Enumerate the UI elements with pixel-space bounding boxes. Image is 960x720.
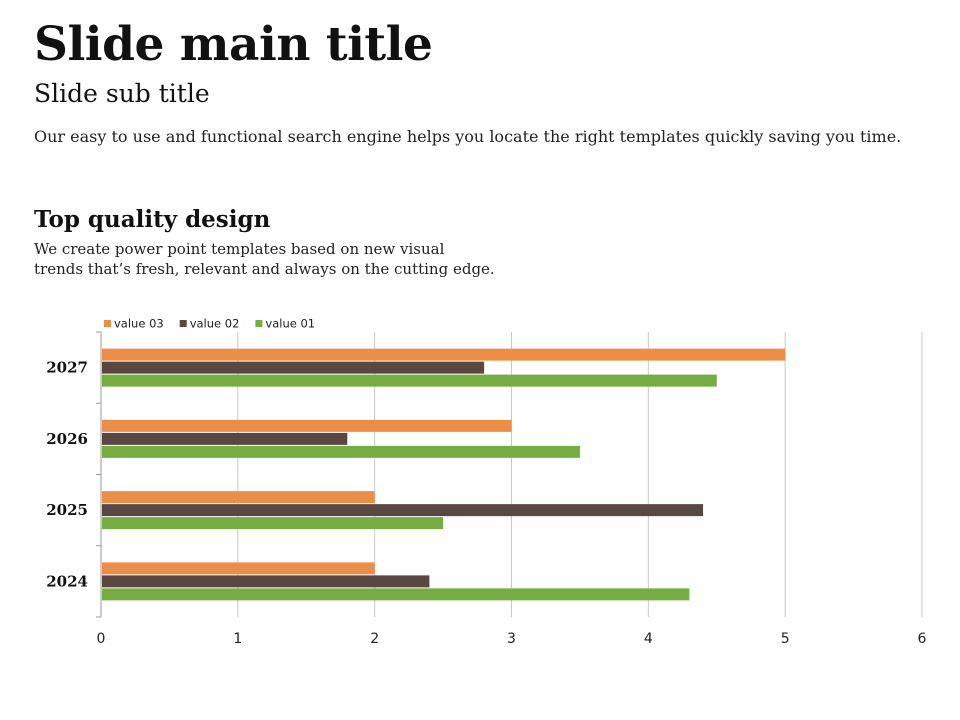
legend-label: value 03 — [114, 317, 164, 331]
section-body: We create power point templates based on… — [34, 239, 504, 279]
x-tick-label: 5 — [781, 631, 790, 647]
section-body-line: trends that’s fresh, relevant and always… — [34, 260, 495, 278]
category-label: 2025 — [46, 501, 88, 519]
legend-label: value 01 — [265, 317, 315, 331]
slide-sub-title: Slide sub title — [34, 79, 210, 108]
bar-value-01-2024 — [102, 588, 690, 601]
x-tick-label: 1 — [233, 631, 242, 647]
bar-value-01-2027 — [102, 374, 717, 387]
x-tick-label: 3 — [507, 631, 516, 647]
bar-value-02-2024 — [102, 575, 430, 588]
bar-value-03-2024 — [102, 562, 375, 575]
bar-value-02-2025 — [102, 504, 704, 517]
x-tick-label: 4 — [644, 631, 653, 647]
section-heading: Top quality design — [34, 206, 271, 233]
category-label: 2027 — [46, 359, 88, 377]
intro-text: Our easy to use and functional search en… — [34, 127, 902, 146]
legend-swatch — [179, 320, 187, 327]
category-label: 2024 — [46, 572, 88, 590]
bar-value-02-2026 — [102, 432, 348, 445]
bar-value-03-2025 — [102, 491, 375, 504]
bar-value-01-2026 — [102, 445, 580, 458]
slide-main-title: Slide main title — [34, 17, 433, 72]
bar-value-03-2026 — [102, 419, 512, 432]
x-tick-label: 6 — [918, 631, 927, 647]
legend-label: value 02 — [190, 317, 240, 331]
x-tick-label: 0 — [97, 631, 106, 647]
x-tick-label: 2 — [370, 631, 379, 647]
bar-value-02-2027 — [102, 361, 485, 374]
section-body-line: We create power point templates based on… — [34, 240, 445, 258]
legend-swatch — [104, 320, 111, 327]
legend-swatch — [255, 320, 263, 327]
category-label: 2026 — [46, 430, 88, 448]
bar-value-03-2027 — [102, 348, 786, 361]
bar-value-01-2025 — [102, 517, 444, 530]
